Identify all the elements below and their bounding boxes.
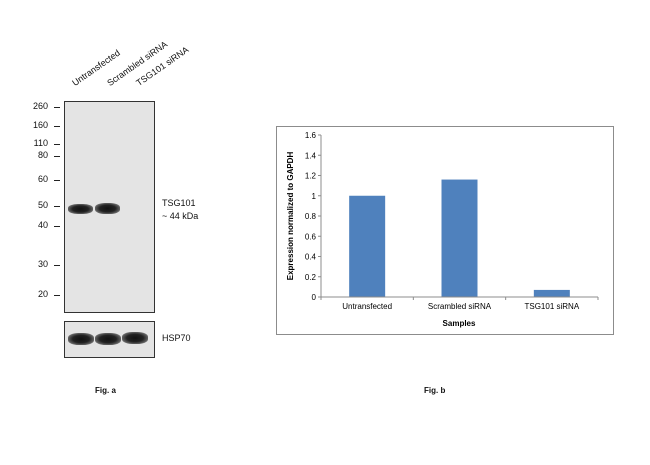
mw-tick (54, 144, 60, 145)
mw-tick (54, 226, 60, 227)
y-tick-label: 0.8 (305, 212, 317, 221)
y-tick-label: 1.4 (305, 151, 317, 160)
target-size-label: ~ 44 kDa (162, 211, 199, 221)
y-tick-label: 0.6 (305, 232, 317, 241)
target-label: TSG101 (162, 198, 196, 208)
mw-tick (54, 156, 60, 157)
figure-b-caption: Fig. b (424, 386, 446, 395)
mw-50: 50 (37, 200, 48, 210)
y-tick-label: 1.6 (305, 131, 317, 140)
mw-40: 40 (37, 220, 48, 230)
band-tsg101-scrambled (95, 203, 120, 214)
band-hsp70-scrambled (95, 333, 121, 345)
mw-tick (54, 295, 60, 296)
mw-80: 80 (37, 150, 48, 160)
y-axis-title: Expression normalized to GAPDH (286, 152, 295, 281)
mw-tick (54, 180, 60, 181)
mw-tick (54, 206, 60, 207)
bar-2 (533, 289, 570, 297)
bar-0 (349, 195, 386, 297)
mw-260: 260 (32, 101, 48, 111)
mw-160: 160 (32, 120, 48, 130)
y-tick-label: 1 (312, 192, 317, 201)
x-axis-title: Samples (443, 319, 476, 328)
y-tick-label: 0.2 (305, 273, 317, 282)
bar-1 (441, 179, 478, 297)
mw-tick (54, 265, 60, 266)
x-tick-label: Scrambled siRNA (428, 302, 492, 311)
mw-30: 30 (37, 259, 48, 269)
y-tick-label: 1.2 (305, 172, 317, 181)
mw-tick (54, 126, 60, 127)
mw-tick (54, 107, 60, 108)
y-tick-label: 0.4 (305, 253, 317, 262)
mw-110: 110 (33, 138, 48, 148)
x-tick-label: Untransfected (342, 302, 392, 311)
figure-a-caption: Fig. a (95, 386, 116, 395)
mw-60: 60 (37, 174, 48, 184)
mw-20: 20 (37, 289, 48, 299)
y-tick-label: 0 (312, 293, 317, 302)
band-hsp70-tsg101 (122, 332, 148, 344)
band-hsp70-untransfected (68, 333, 94, 345)
x-tick-label: TSG101 siRNA (524, 302, 579, 311)
loading-control-label: HSP70 (162, 333, 191, 343)
band-tsg101-untransfected (68, 204, 93, 214)
